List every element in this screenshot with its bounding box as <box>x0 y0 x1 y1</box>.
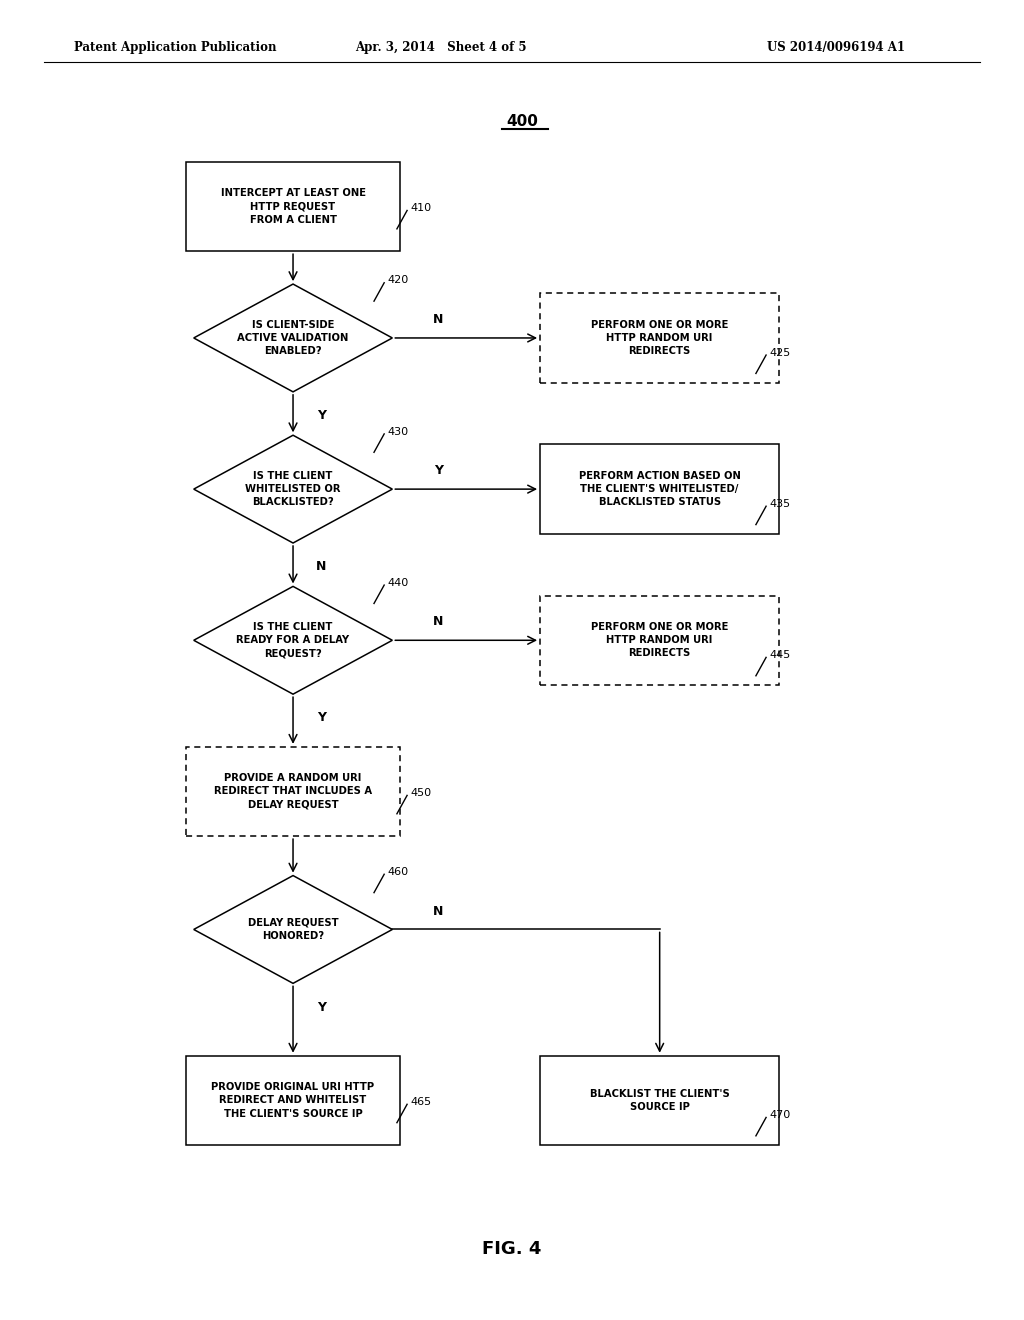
Text: Patent Application Publication: Patent Application Publication <box>74 41 276 54</box>
Text: IS THE CLIENT
READY FOR A DELAY
REQUEST?: IS THE CLIENT READY FOR A DELAY REQUEST? <box>237 622 349 659</box>
Text: Apr. 3, 2014   Sheet 4 of 5: Apr. 3, 2014 Sheet 4 of 5 <box>355 41 526 54</box>
Text: PROVIDE ORIGINAL URI HTTP
REDIRECT AND WHITELIST
THE CLIENT'S SOURCE IP: PROVIDE ORIGINAL URI HTTP REDIRECT AND W… <box>212 1082 375 1118</box>
Polygon shape <box>540 1056 779 1144</box>
Polygon shape <box>186 162 400 251</box>
Text: 435: 435 <box>769 499 791 508</box>
Polygon shape <box>194 586 392 694</box>
Text: 425: 425 <box>769 347 791 358</box>
Text: Y: Y <box>317 711 326 725</box>
Text: Y: Y <box>317 409 326 422</box>
Text: N: N <box>433 313 443 326</box>
Polygon shape <box>540 293 779 383</box>
Text: 445: 445 <box>769 649 791 660</box>
Polygon shape <box>194 436 392 543</box>
Text: FIG. 4: FIG. 4 <box>482 1239 542 1258</box>
Text: 420: 420 <box>387 276 409 285</box>
Text: IS CLIENT-SIDE
ACTIVE VALIDATION
ENABLED?: IS CLIENT-SIDE ACTIVE VALIDATION ENABLED… <box>238 319 349 356</box>
Text: 460: 460 <box>387 867 409 876</box>
Text: PERFORM ONE OR MORE
HTTP RANDOM URI
REDIRECTS: PERFORM ONE OR MORE HTTP RANDOM URI REDI… <box>591 319 728 356</box>
Polygon shape <box>540 445 779 533</box>
Text: Y: Y <box>433 465 442 478</box>
Text: US 2014/0096194 A1: US 2014/0096194 A1 <box>767 41 904 54</box>
Text: 410: 410 <box>411 203 431 213</box>
Polygon shape <box>540 595 779 685</box>
Text: PERFORM ACTION BASED ON
THE CLIENT'S WHITELISTED/
BLACKLISTED STATUS: PERFORM ACTION BASED ON THE CLIENT'S WHI… <box>579 471 740 507</box>
Text: 400: 400 <box>506 114 539 128</box>
Text: 470: 470 <box>769 1110 791 1121</box>
Text: Y: Y <box>317 1001 326 1014</box>
Text: 440: 440 <box>387 578 409 587</box>
Text: BLACKLIST THE CLIENT'S
SOURCE IP: BLACKLIST THE CLIENT'S SOURCE IP <box>590 1089 729 1111</box>
Text: 450: 450 <box>411 788 431 799</box>
Text: N: N <box>433 904 443 917</box>
Text: DELAY REQUEST
HONORED?: DELAY REQUEST HONORED? <box>248 917 338 941</box>
Text: N: N <box>433 615 443 628</box>
Text: 465: 465 <box>411 1097 431 1107</box>
Text: PERFORM ONE OR MORE
HTTP RANDOM URI
REDIRECTS: PERFORM ONE OR MORE HTTP RANDOM URI REDI… <box>591 622 728 659</box>
Text: N: N <box>316 560 327 573</box>
Polygon shape <box>186 747 400 836</box>
Polygon shape <box>194 284 392 392</box>
Text: IS THE CLIENT
WHITELISTED OR
BLACKLISTED?: IS THE CLIENT WHITELISTED OR BLACKLISTED… <box>246 471 341 507</box>
Polygon shape <box>194 875 392 983</box>
Text: INTERCEPT AT LEAST ONE
HTTP REQUEST
FROM A CLIENT: INTERCEPT AT LEAST ONE HTTP REQUEST FROM… <box>220 189 366 224</box>
Text: PROVIDE A RANDOM URI
REDIRECT THAT INCLUDES A
DELAY REQUEST: PROVIDE A RANDOM URI REDIRECT THAT INCLU… <box>214 774 372 809</box>
Text: 430: 430 <box>387 426 409 437</box>
Polygon shape <box>186 1056 400 1144</box>
